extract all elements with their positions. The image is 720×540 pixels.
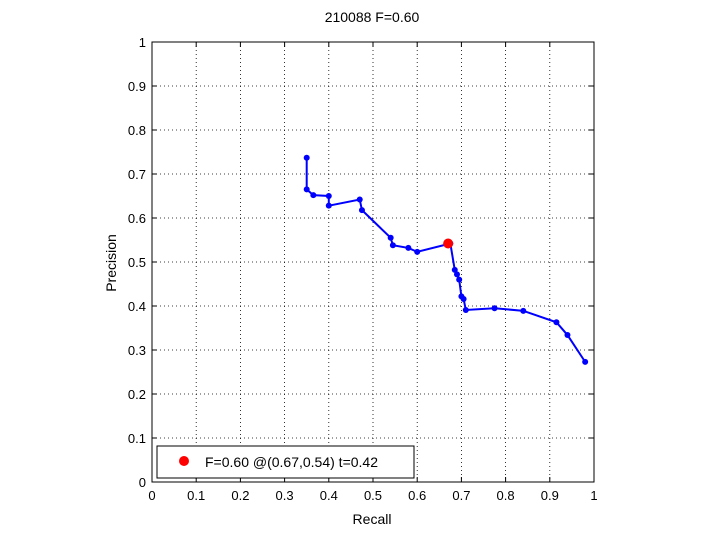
data-point — [325, 193, 332, 199]
data-point — [358, 207, 365, 214]
legend-box — [156, 445, 415, 479]
x-tick-label: 0.8 — [497, 488, 515, 503]
legend-entry: F=0.60 @(0.67,0.54) t=0.42 — [205, 454, 378, 470]
data-point — [387, 234, 394, 241]
y-tick-label: 0.8 — [128, 123, 146, 138]
data-point — [303, 186, 310, 193]
x-tick-label: 0.6 — [408, 488, 426, 503]
data-point — [405, 244, 412, 251]
data-point — [460, 295, 467, 302]
data-point — [303, 154, 310, 161]
y-tick-label: 1 — [139, 35, 146, 50]
data-point — [414, 248, 421, 255]
best-f-point — [443, 238, 454, 249]
y-tick-label: 0.9 — [128, 79, 146, 94]
data-point — [453, 271, 460, 278]
legend: F=0.60 @(0.67,0.54) t=0.42 — [156, 445, 415, 479]
y-tick-label: 0.1 — [128, 431, 146, 446]
y-tick-label: 0.6 — [128, 211, 146, 226]
data-point — [456, 276, 463, 283]
x-tick-label: 1 — [590, 488, 597, 503]
data-point — [520, 307, 527, 314]
chart-title: 210088 F=0.60 — [325, 9, 420, 25]
x-tick-label: 0.4 — [320, 488, 338, 503]
data-point — [325, 202, 332, 209]
y-tick-label: 0.7 — [128, 167, 146, 182]
data-point — [564, 332, 571, 339]
x-tick-label: 0.3 — [276, 488, 294, 503]
x-tick-label: 0.1 — [187, 488, 205, 503]
data-point — [553, 319, 560, 326]
data-point — [310, 192, 317, 199]
data-point — [582, 358, 589, 365]
data-point — [462, 306, 469, 313]
y-axis-label: Precision — [103, 234, 119, 292]
x-axis-label: Recall — [353, 511, 392, 527]
data-point — [491, 305, 498, 312]
x-tick-label: 0.2 — [231, 488, 249, 503]
data-point — [356, 196, 363, 203]
data-point — [389, 242, 396, 249]
x-tick-label: 0 — [148, 488, 155, 503]
x-tick-label: 0.5 — [364, 488, 382, 503]
y-tick-label: 0.3 — [128, 343, 146, 358]
x-tick-label: 0.9 — [541, 488, 559, 503]
y-tick-label: 0.4 — [128, 299, 146, 314]
x-tick-label: 0.7 — [452, 488, 470, 503]
y-tick-label: 0.5 — [128, 255, 146, 270]
legend-marker — [179, 456, 189, 466]
plot-area: 0 0.1 0.2 0.3 0.4 0.5 0.6 0.7 0.8 0.9 1 0 0.1 0.2 0.3 0… — [128, 35, 598, 503]
y-tick-label: 0.2 — [128, 387, 146, 402]
y-tick-label: 0 — [139, 475, 146, 490]
